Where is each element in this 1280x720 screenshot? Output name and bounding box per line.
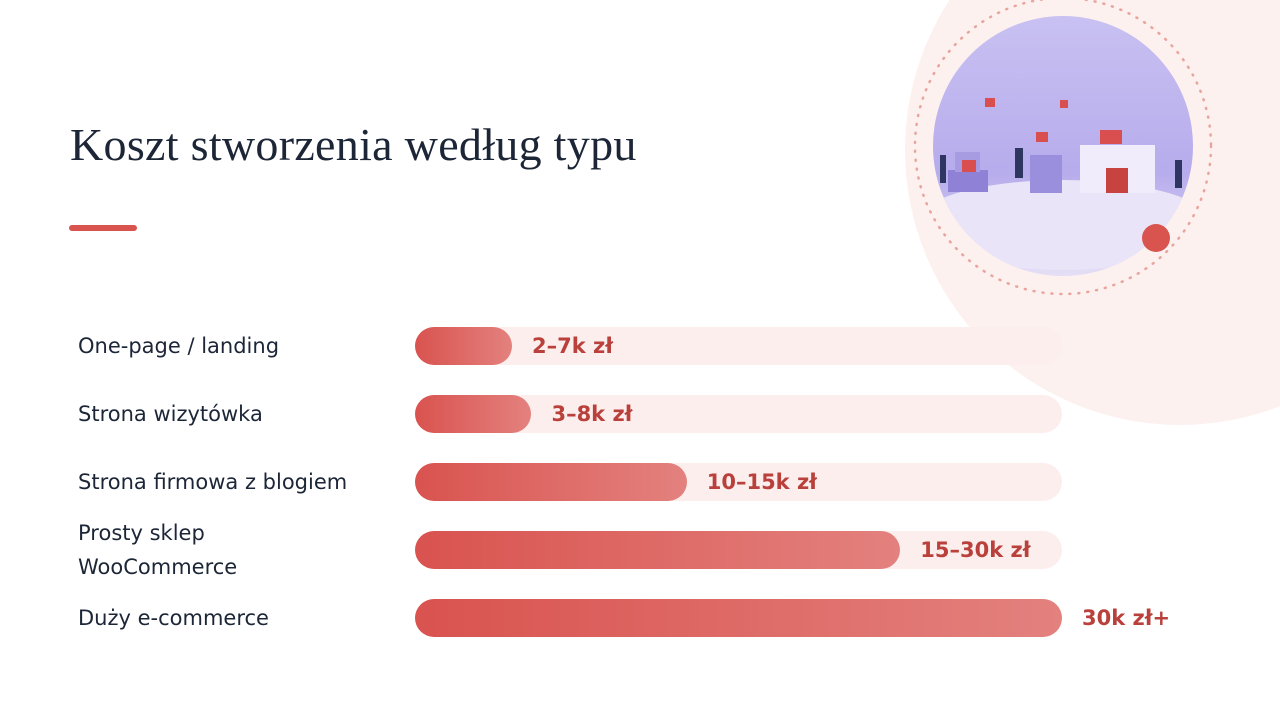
row-label: Duży e-commerce [78,606,269,630]
bar-value-label: 2–7k zł [532,334,614,358]
bar-track [415,327,1062,365]
bar-value-label: 10–15k zł [706,470,817,494]
row-label: Prosty sklep WooCommerce [78,521,238,579]
bar [415,531,901,569]
bar [415,599,1062,637]
title-underline [69,225,137,231]
accent-dot [1142,224,1170,252]
title: Koszt stworzenia według typu [70,119,637,170]
row-label: Strona wizytówka [78,402,263,426]
bar [415,463,687,501]
bar-value-label: 30k zł+ [1082,606,1171,630]
bar [415,395,532,433]
illustration [933,16,1193,276]
dotted-ring [913,0,1213,296]
row-label: Strona firmowa z blogiem [78,470,348,494]
bar-value-label: 15–30k zł [920,538,1031,562]
row-label: One-page / landing [78,334,280,358]
bar [415,327,513,365]
bar-value-label: 3–8k zł [551,402,633,426]
